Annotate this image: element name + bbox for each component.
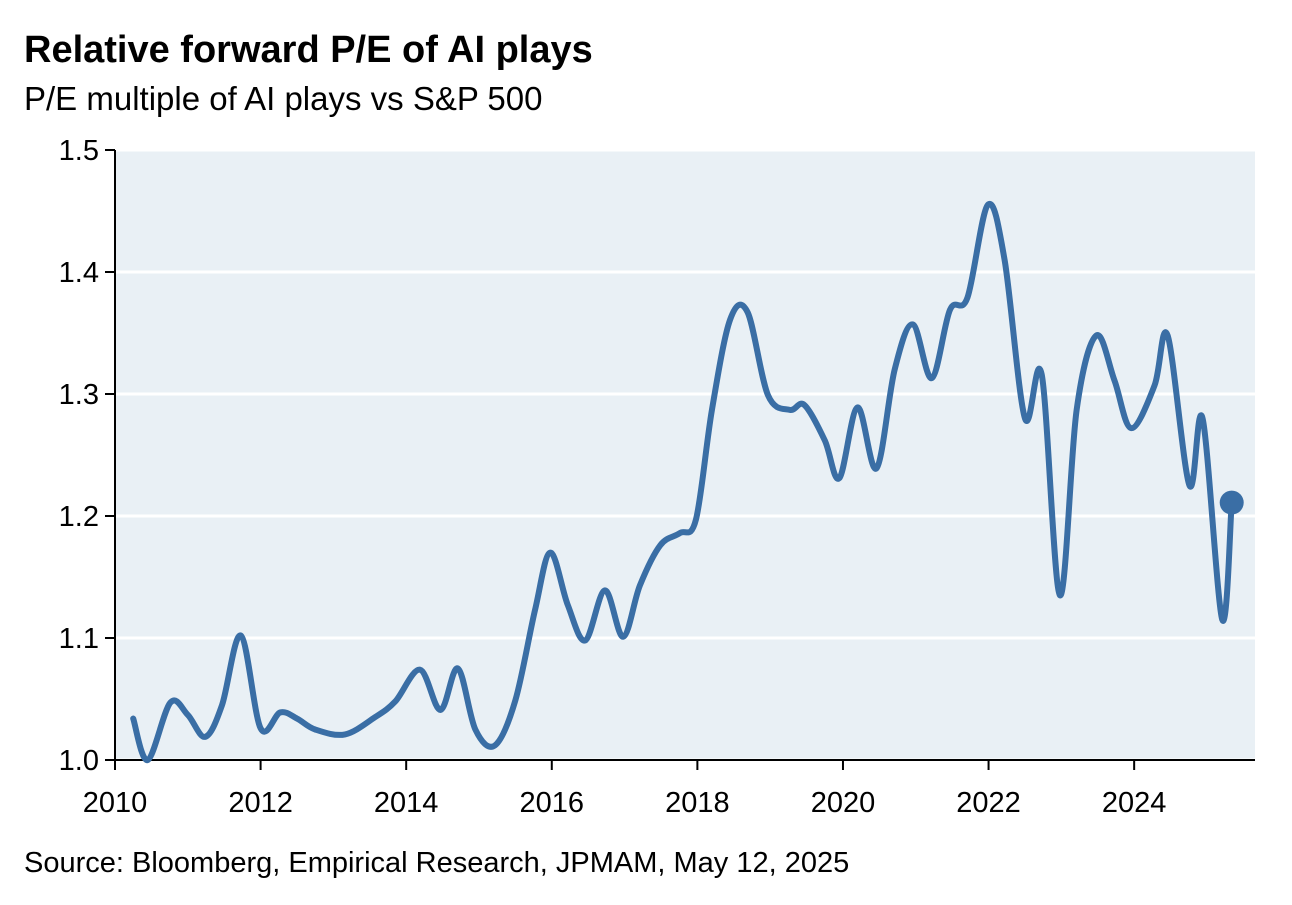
y-tick-label: 1.4: [59, 257, 99, 289]
y-tick-label: 1.0: [59, 745, 99, 777]
y-tick-label: 1.1: [59, 623, 99, 655]
x-tick-label: 2024: [1102, 787, 1167, 819]
x-tick-label: 2012: [228, 787, 293, 819]
end-marker: [1219, 490, 1244, 515]
data-line: [130, 200, 1235, 764]
x-tick-label: 2022: [956, 787, 1021, 819]
x-tick-label: 2018: [665, 787, 730, 819]
x-tick-label: 2010: [83, 787, 148, 819]
chart-subtitle: P/E multiple of AI plays vs S&P 500: [24, 80, 543, 117]
chart-title: Relative forward P/E of AI plays: [24, 29, 593, 71]
x-tick-label: 2016: [520, 787, 585, 819]
source-note: Source: Bloomberg, Empirical Research, J…: [24, 847, 849, 879]
y-tick-label: 1.5: [59, 135, 99, 167]
x-tick-label: 2020: [811, 787, 876, 819]
x-tick-label: 2014: [374, 787, 439, 819]
y-tick-label: 1.3: [59, 379, 99, 411]
y-tick-label: 1.2: [59, 501, 99, 533]
plot-background: [115, 150, 1255, 760]
